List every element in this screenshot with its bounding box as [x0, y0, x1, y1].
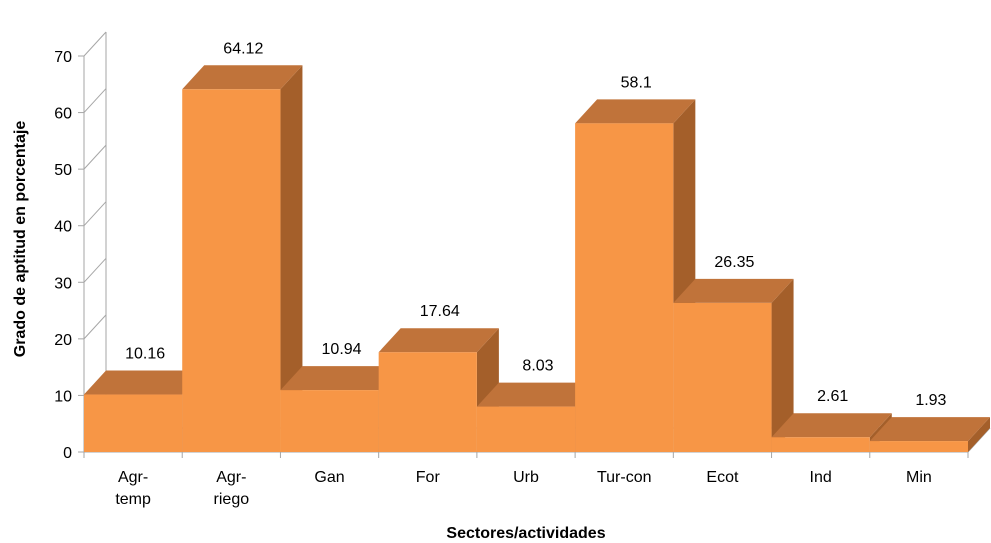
x-tick-label: riego — [214, 491, 250, 508]
bar — [476, 382, 598, 452]
data-label: 10.16 — [125, 346, 165, 363]
bar — [378, 328, 499, 452]
data-labels: 10.16 64.12 10.94 17.64 8.03 58.1 26.35 2.61 1.9… — [125, 40, 946, 409]
x-tick-label: Agr- — [118, 469, 148, 486]
x-tick-label: temp — [115, 491, 151, 508]
bar-front — [280, 390, 379, 452]
bar-top — [378, 328, 499, 353]
y-tick-label: 50 — [54, 162, 72, 179]
data-label: 8.03 — [522, 358, 553, 375]
bar-front — [182, 89, 281, 452]
data-label: 2.61 — [817, 388, 848, 405]
x-tick-label: Gan — [314, 469, 344, 486]
x-tick-label: Ecot — [706, 469, 739, 486]
bar — [182, 65, 303, 452]
x-tick-label: For — [416, 469, 441, 486]
x-axis-title: Sectores/actividades — [446, 525, 605, 542]
y-tick-label: 60 — [54, 106, 72, 123]
y-tick-label: 0 — [63, 445, 72, 462]
data-label: 26.35 — [714, 254, 754, 271]
y-tick-label: 30 — [54, 275, 72, 292]
bar-top — [84, 370, 205, 395]
y-axis-title: Grado de aptitud en porcentaje — [12, 121, 29, 358]
y-tick-depth — [83, 144, 107, 170]
y-tick-label: 70 — [54, 49, 72, 66]
bar-top — [771, 413, 892, 438]
x-tick-label: Urb — [513, 469, 539, 486]
y-tick-label: 10 — [54, 388, 72, 405]
y-tick-depth — [83, 257, 107, 283]
y-tick-label: 20 — [54, 332, 72, 349]
x-tick-label: Ind — [810, 469, 832, 486]
bar-front — [84, 394, 183, 452]
bar-side — [968, 417, 990, 452]
bar-front — [476, 406, 576, 452]
bar — [673, 278, 794, 452]
data-label: 58.1 — [621, 74, 652, 91]
bar-top — [575, 99, 696, 124]
bar-front — [869, 441, 968, 452]
y-tick-label: 40 — [54, 219, 72, 236]
bar-top — [869, 417, 990, 442]
x-tick-labels: Agr-temp Agr-riego Gan For Urb Tur-con Ecot Ind… — [115, 469, 931, 508]
y-tick-depth — [83, 201, 107, 227]
data-label: 17.64 — [420, 303, 460, 320]
data-label: 64.12 — [223, 40, 263, 57]
y-tick-labels: 0 10 20 30 40 50 60 70 — [54, 49, 72, 462]
bar-top — [280, 366, 401, 391]
bar-front — [378, 352, 477, 452]
data-label: 10.94 — [322, 341, 362, 358]
bar — [869, 417, 990, 452]
bars — [84, 65, 990, 452]
bar-front — [771, 437, 870, 452]
y-tick-depth — [83, 88, 107, 113]
bar-front — [673, 302, 772, 452]
data-label: 1.93 — [915, 392, 946, 409]
bar-side — [771, 278, 794, 452]
y-tick-depth — [83, 314, 107, 340]
bar-top — [476, 382, 598, 407]
x-tick-label: Min — [906, 469, 932, 486]
bar-side — [280, 65, 303, 452]
bar-top — [673, 278, 794, 303]
bar-top — [182, 65, 303, 90]
x-tick-label: Tur-con — [597, 469, 652, 486]
bar-front — [575, 123, 674, 452]
y-tick-depth — [83, 31, 107, 57]
x-tick-label: Agr- — [216, 469, 246, 486]
